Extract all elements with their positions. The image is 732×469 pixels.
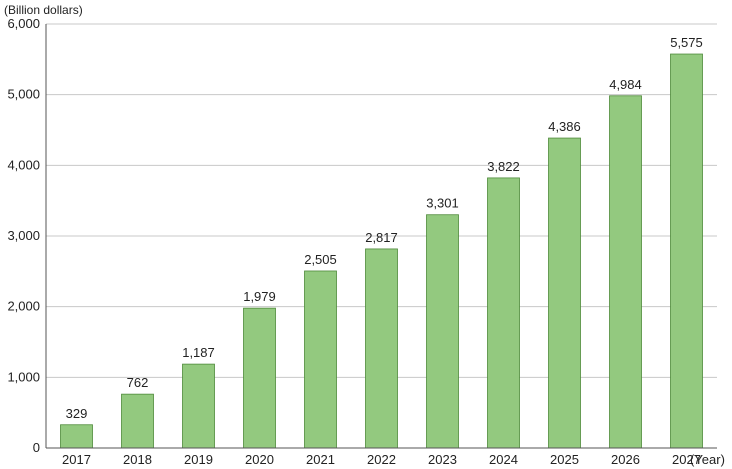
x-tick-label: 2021: [306, 452, 335, 467]
tick-labels: 0 1,000 2,000 3,000 4,000 5,000 6,000 2017 2018 2…: [7, 16, 701, 467]
axes: [45, 24, 717, 449]
data-label-2020: 1,979: [243, 289, 276, 304]
data-label-2027: 5,575: [670, 35, 703, 50]
y-axis-unit-label: (Billion dollars): [4, 3, 83, 17]
bar-2023: [426, 214, 459, 449]
gridlines: [46, 23, 717, 378]
bar-2018: [121, 393, 154, 449]
bar-2026: [609, 95, 642, 449]
bar-2021: [304, 270, 337, 449]
x-tick-label: 2025: [550, 452, 579, 467]
data-label-2026: 4,984: [609, 77, 642, 92]
data-label-2019: 1,187: [182, 345, 215, 360]
data-label-2021: 2,505: [304, 252, 337, 267]
x-tick-label: 2020: [245, 452, 274, 467]
x-tick-label: 2026: [611, 452, 640, 467]
y-tick-label: 6,000: [7, 16, 40, 31]
bar-2025: [548, 137, 581, 449]
y-tick-label: 1,000: [7, 369, 40, 384]
bar-2022: [365, 248, 398, 449]
y-tick-label: 4,000: [7, 157, 40, 172]
x-tick-label: 2022: [367, 452, 396, 467]
data-label-2024: 3,822: [487, 159, 520, 174]
x-tick-label: 2017: [62, 452, 91, 467]
bars: [60, 53, 703, 449]
data-label-2023: 3,301: [426, 196, 459, 211]
y-tick-label: 5,000: [7, 87, 40, 102]
data-labels: 329 762 1,187 1,979 2,505 2,817 3,301 3,822 4,38…: [66, 35, 703, 421]
x-tick-label: 2018: [123, 452, 152, 467]
x-tick-label: 2027: [672, 452, 701, 467]
data-label-2022: 2,817: [365, 230, 398, 245]
bar-2019: [182, 363, 215, 449]
x-tick-label: 2023: [428, 452, 457, 467]
x-tick-label: 2024: [489, 452, 518, 467]
y-tick-label: 3,000: [7, 228, 40, 243]
data-label-2018: 762: [127, 375, 149, 390]
y-tick-label: 2,000: [7, 299, 40, 314]
y-tick-label: 0: [33, 440, 40, 455]
data-label-2017: 329: [66, 406, 88, 421]
x-tick-label: 2019: [184, 452, 213, 467]
data-label-2025: 4,386: [548, 119, 581, 134]
bar-2020: [243, 307, 276, 449]
bar-2024: [487, 177, 520, 449]
bar-2027: [670, 53, 703, 449]
bar-2017: [60, 424, 93, 449]
x-axis-unit-label: (Year): [690, 452, 725, 467]
